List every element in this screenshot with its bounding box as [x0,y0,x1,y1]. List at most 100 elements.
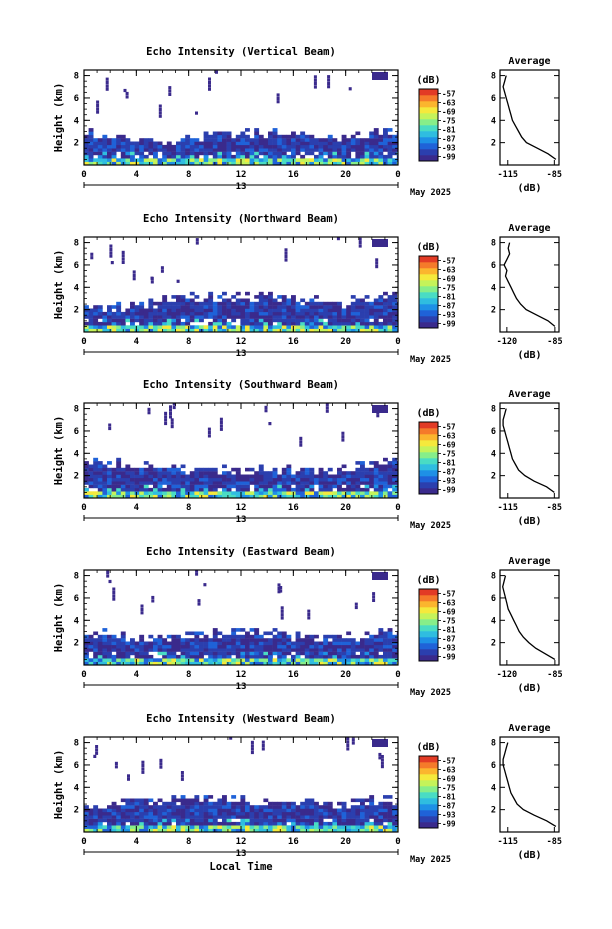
heatmap-cell [360,481,365,485]
heatmap-cell [291,148,296,152]
heatmap-cell [222,494,227,498]
heatmap-cell [314,658,319,662]
heatmap-cell [309,494,315,498]
heatmap-cell [231,801,237,806]
heatmap-cell [102,494,108,498]
heatmap-cell [194,494,200,498]
heatmap-cell [176,811,181,816]
heatmap-cell [258,651,264,656]
heatmap-cell [185,801,191,806]
heatmap-cell [346,743,350,748]
heatmap-cell [392,658,398,662]
heatmap-cell [134,484,140,489]
heatmap-cell [341,821,347,826]
heatmap-cell [295,828,301,832]
heatmap-cell [387,321,393,326]
heatmap-cell [102,481,108,485]
heatmap-cell [346,818,352,823]
heatmap-cell [373,477,379,482]
heatmap-cell [116,808,122,813]
heatmap-cell [304,658,310,662]
heatmap-cell [235,305,241,309]
heatmap-cell [281,484,287,489]
heatmap-cell [180,641,186,646]
heatmap-cell [341,648,347,652]
heatmap-cell [217,295,223,299]
heatmap-cell [355,158,361,162]
heatmap-cell [97,487,103,492]
colorbar-tick-label: -69 [442,775,456,784]
heatmap-cell [88,494,94,498]
heatmap-cell [171,295,177,299]
heatmap-cell [354,602,358,606]
heatmap-cell [369,141,375,146]
heatmap-cell [189,138,195,142]
heatmap-cell [281,494,287,498]
heatmap-cell [240,318,246,323]
heatmap-cell [360,467,365,472]
heatmap-cell [203,311,209,316]
heatmap-cell [203,308,209,313]
heatmap-cell [107,158,112,162]
heatmap-cell [162,654,168,659]
heatmap-cell [272,818,278,823]
heatmap-cell [162,474,168,479]
heatmap-cell [194,148,200,152]
heatmap-cell [309,798,315,803]
heatmap-cell [250,747,254,751]
heatmap-cell [88,131,94,136]
heatmap-cell [263,151,269,156]
heatmap-cell [277,818,283,823]
heatmap-cell [208,77,211,81]
heatmap-cell [295,138,301,142]
heatmap-cell [272,315,278,319]
heatmap-cell [208,641,214,646]
heatmap-cell [281,491,287,495]
heatmap-cell [180,298,186,303]
heatmap-cell [217,491,223,495]
heatmap-cell [263,821,269,826]
heatmap-cell [245,654,250,659]
heatmap-cell [300,138,306,142]
heatmap-cell [364,148,370,152]
heatmap-cell [189,651,195,656]
heatmap-cell [194,311,200,316]
heatmap-cell [355,808,361,813]
heatmap-cell [222,325,227,329]
heatmap-cell [171,308,177,313]
heatmap-cell [235,161,241,165]
heatmap-cell [337,808,342,813]
heatmap-cell [185,658,191,662]
heatmap-cell [116,161,122,165]
heatmap-cell [272,811,278,816]
heatmap-cell [139,634,145,639]
heatmap-cell [360,658,365,662]
heatmap-cell [318,477,324,482]
heatmap-cell [314,318,319,323]
heatmap-cell [180,491,186,495]
heatmap-cell [263,644,269,649]
heatmap-cell [217,821,223,826]
heatmap-cell [254,811,260,816]
heatmap-cell [277,661,283,665]
heatmap-cell [235,651,241,656]
avg-x-axis-title: (dB) [517,516,541,527]
heatmap-cell [309,301,315,306]
colorbar-tick-label: -87 [442,135,456,144]
heatmap-cell [222,141,227,146]
heatmap-cell [97,138,103,142]
colorbar-tick-label: -63 [442,266,456,275]
heatmap-cell [318,818,324,823]
heatmap-cell [217,801,223,806]
heatmap-cell [208,811,214,816]
heatmap-cell [176,477,181,482]
heatmap-cell [295,481,301,485]
heatmap-cell [148,318,154,323]
colorbar-segment [419,601,438,608]
heatmap-cell [268,154,273,159]
heatmap-cell [387,464,393,469]
heatmap-cell [111,644,117,649]
heatmap-cell [107,154,112,159]
heatmap-cell [111,474,117,479]
heatmap-cell [166,308,172,313]
